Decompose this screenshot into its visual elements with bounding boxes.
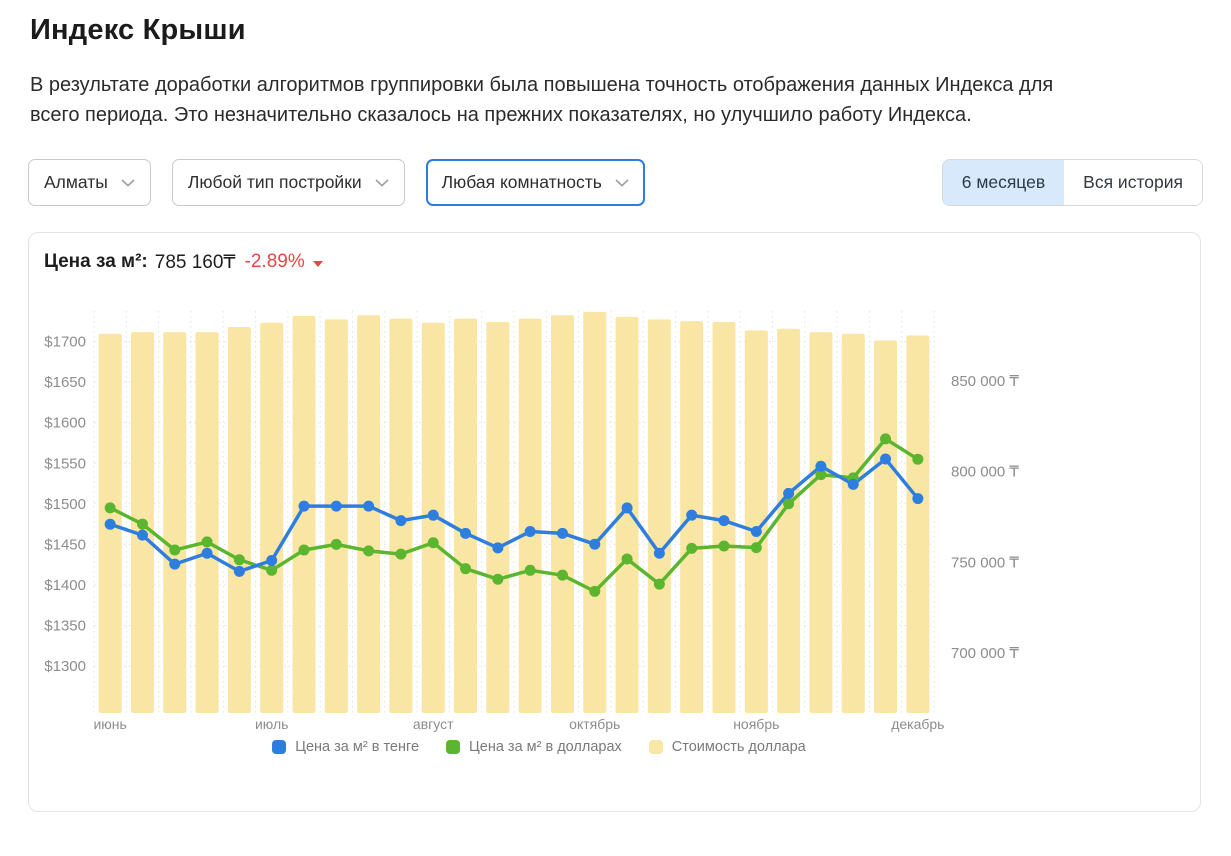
chevron-down-icon (121, 178, 135, 187)
city-select-value: Алматы (44, 172, 108, 192)
svg-text:$1450: $1450 (44, 536, 86, 553)
price-change[interactable]: -2.89% (244, 251, 305, 272)
svg-text:$1500: $1500 (44, 496, 86, 513)
month-labels: июнь июль август октябрь ноябрь декабрь (93, 716, 944, 732)
tenge-price-dots[interactable] (104, 453, 924, 577)
chevron-down-icon (615, 178, 629, 187)
svg-text:800 000 ₸: 800 000 ₸ (951, 464, 1019, 481)
tenge-price-line[interactable] (108, 457, 920, 574)
chart-legend: Цена за м² в тенге Цена за м² в долларах С… (44, 739, 1034, 755)
building-type-select-value: Любой тип постройки (187, 172, 362, 192)
usd-price-dots[interactable] (104, 433, 924, 597)
legend-item[interactable]: Цена за м² в тенге (272, 739, 419, 755)
index-chart-card: Цена за м²: 785 160₸ -2.89% $1700 $1650 $1… (28, 232, 1201, 812)
page-title: Индекс Крыши (30, 14, 246, 46)
price-value: 785 160₸ (154, 251, 236, 273)
filters-row: Алматы Любой тип постройки Любая комнатн… (28, 159, 1203, 206)
grid (93, 311, 935, 713)
period-toggle: 6 месяцев Вся история (941, 159, 1203, 206)
rooms-select-value: Любая комнатность (441, 172, 602, 192)
legend-label: Цена за м² в тенге (295, 739, 420, 755)
svg-text:июнь: июнь (93, 716, 126, 732)
svg-text:700 000 ₸: 700 000 ₸ (951, 645, 1019, 662)
svg-text:ноябрь: ноябрь (733, 716, 779, 732)
svg-text:$1600: $1600 (44, 415, 86, 432)
legend-swatch-yellow (648, 740, 663, 754)
legend-label: Цена за м² в долларах (469, 739, 622, 755)
building-type-select[interactable]: Любой тип постройки (171, 159, 405, 206)
svg-text:$1300: $1300 (44, 658, 86, 675)
svg-text:$1400: $1400 (44, 577, 86, 594)
city-select[interactable]: Алматы (28, 159, 151, 206)
left-axis-labels: $1700 $1650 $1600 $1550 $1500 $1450 $1400 $1350… (44, 334, 86, 675)
intro-text: В результате доработки алгоритмов группи… (30, 74, 1054, 126)
usd-price-line[interactable] (108, 437, 920, 594)
period-toggle-all-history[interactable]: Вся история (1064, 160, 1202, 205)
right-axis-labels: 850 000 ₸ 800 000 ₸ 750 000 ₸ 700 000 ₸ (951, 373, 1019, 662)
svg-text:$1700: $1700 (44, 334, 86, 351)
svg-text:октябрь: октябрь (569, 716, 620, 732)
price-chart[interactable]: $1700 $1650 $1600 $1550 $1500 $1450 $1400 $1350… (44, 277, 1187, 739)
svg-text:август: август (413, 716, 454, 732)
chart-header: Цена за м²: 785 160₸ -2.89% (44, 249, 1185, 275)
legend-swatch-green (446, 740, 461, 754)
svg-text:декабрь: декабрь (891, 716, 944, 732)
rooms-select[interactable]: Любая комнатность (425, 159, 645, 206)
svg-text:$1350: $1350 (44, 617, 86, 634)
svg-text:$1550: $1550 (44, 455, 86, 472)
chevron-down-icon (375, 178, 389, 187)
legend-item[interactable]: Стоимость доллара (648, 739, 806, 755)
legend-label: Стоимость доллара (671, 739, 806, 755)
change-dropdown-caret-icon[interactable] (312, 261, 323, 267)
period-toggle-6-months[interactable]: 6 месяцев (942, 160, 1065, 205)
svg-text:850 000 ₸: 850 000 ₸ (951, 373, 1019, 390)
svg-text:июль: июль (255, 716, 288, 732)
legend-item[interactable]: Цена за м² в долларах (446, 739, 622, 755)
legend-swatch-blue (272, 740, 287, 754)
svg-text:750 000 ₸: 750 000 ₸ (951, 554, 1019, 571)
price-label: Цена за м²: (44, 251, 148, 272)
svg-text:$1650: $1650 (44, 374, 86, 391)
